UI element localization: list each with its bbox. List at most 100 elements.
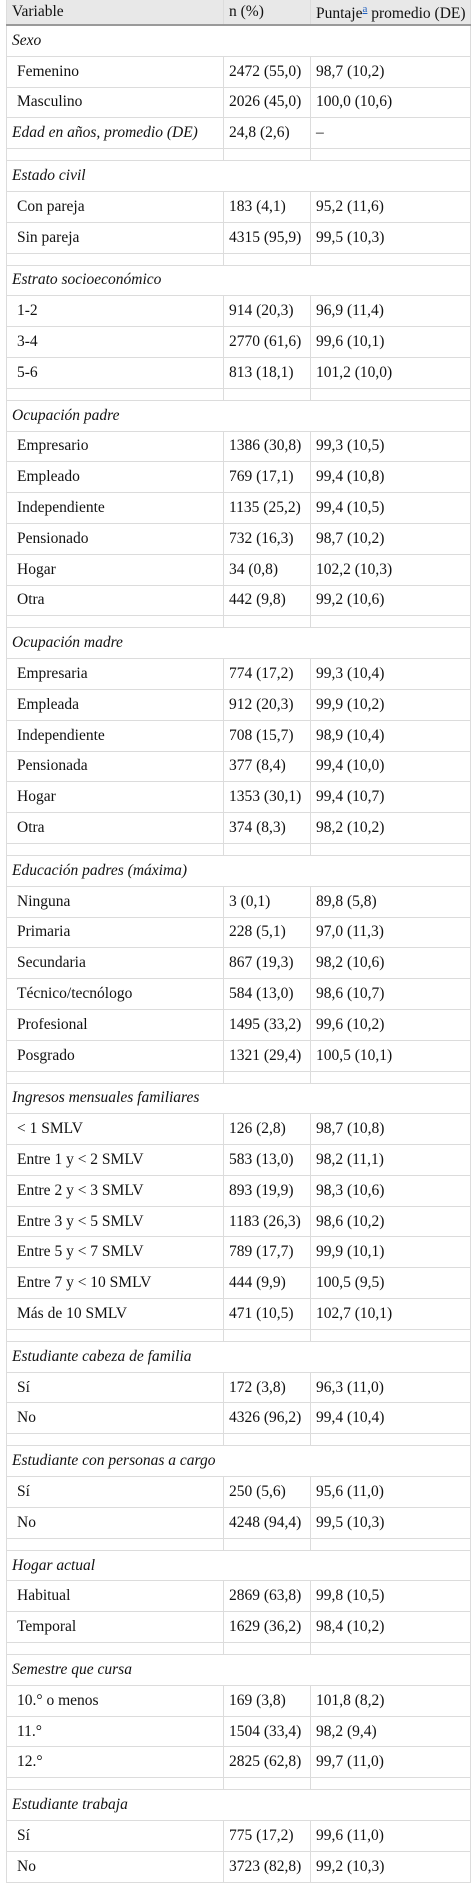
section-row: Hogar actual bbox=[6, 1549, 471, 1582]
value-cell: 101,8 (8,2) bbox=[310, 1684, 471, 1717]
table-row: Temporal 1629 (36,2) 98,4 (10,2) bbox=[6, 1611, 471, 1644]
value-cell: 98,4 (10,2) bbox=[310, 1611, 471, 1644]
table-row: Masculino 2026 (45,0) 100,0 (10,6) bbox=[6, 86, 471, 119]
table-row: Sí 172 (3,8) 96,3 (11,0) bbox=[6, 1371, 471, 1404]
section-title: Estudiante con personas a cargo bbox=[6, 1445, 471, 1478]
value-cell: 89,8 (5,8) bbox=[310, 885, 471, 918]
value-cell: 2825 (62,8) bbox=[223, 1746, 311, 1779]
section-row: Estudiante con personas a cargo bbox=[6, 1445, 471, 1478]
value-cell: 99,9 (10,1) bbox=[310, 1236, 471, 1269]
table-row: Sí 250 (5,6) 95,6 (11,0) bbox=[6, 1476, 471, 1508]
table-row: No 3723 (82,8) 99,2 (10,3) bbox=[6, 1850, 471, 1883]
value-cell: 774 (17,2) bbox=[223, 658, 311, 690]
section-row: Estrato socioeconómico bbox=[6, 264, 471, 297]
value-cell: 99,2 (10,3) bbox=[310, 1850, 471, 1883]
table-row: 12.° 2825 (62,8) 99,7 (11,0) bbox=[6, 1746, 471, 1779]
label-cell: 11.° bbox=[6, 1715, 224, 1748]
section-title: Hogar actual bbox=[6, 1549, 471, 1582]
table-row: Profesional 1495 (33,2) 99,6 (10,2) bbox=[6, 1008, 471, 1041]
table-row: Hogar 34 (0,8) 102,2 (10,3) bbox=[6, 553, 471, 586]
spacer-cell bbox=[223, 1328, 311, 1342]
table-row: < 1 SMLV 126 (2,8) 98,7 (10,8) bbox=[6, 1113, 471, 1146]
value-cell: 99,6 (10,2) bbox=[310, 1008, 471, 1041]
value-cell: 169 (3,8) bbox=[223, 1684, 311, 1717]
label-cell: 12.° bbox=[6, 1746, 224, 1779]
value-cell: 2770 (61,6) bbox=[223, 326, 311, 358]
value-cell: 444 (9,9) bbox=[223, 1267, 311, 1300]
spacer-cell bbox=[223, 1537, 311, 1551]
value-cell: 99,5 (10,3) bbox=[310, 1506, 471, 1539]
value-cell: 789 (17,7) bbox=[223, 1236, 311, 1269]
label-cell: Edad en años, promedio (DE) bbox=[6, 117, 224, 150]
value-cell: 912 (20,3) bbox=[223, 688, 311, 721]
value-cell: 99,4 (10,8) bbox=[310, 461, 471, 494]
section-row: Sexo bbox=[6, 24, 471, 57]
spacer-row bbox=[6, 1328, 471, 1342]
section-row: Semestre que cursa bbox=[6, 1654, 471, 1686]
section-row: Estudiante trabaja bbox=[6, 1789, 471, 1822]
spacer-cell bbox=[223, 148, 311, 162]
label-cell: 1-2 bbox=[6, 295, 224, 328]
value-cell: 98,2 (10,2) bbox=[310, 812, 471, 844]
value-cell: 34 (0,8) bbox=[223, 553, 311, 586]
value-cell: – bbox=[310, 117, 471, 150]
spacer-cell bbox=[310, 387, 471, 401]
spacer-cell bbox=[310, 1070, 471, 1084]
spacer-cell bbox=[223, 387, 311, 401]
label-cell: Entre 7 y < 10 SMLV bbox=[6, 1267, 224, 1300]
label-cell: Sí bbox=[6, 1476, 224, 1508]
spacer-row bbox=[6, 615, 471, 629]
spacer-cell bbox=[6, 148, 224, 162]
value-cell: 99,4 (10,7) bbox=[310, 781, 471, 814]
value-cell: 97,0 (11,3) bbox=[310, 916, 471, 949]
label-cell: Técnico/tecnólogo bbox=[6, 978, 224, 1010]
spacer-cell bbox=[6, 1537, 224, 1551]
table-row: Con pareja 183 (4,1) 95,2 (11,6) bbox=[6, 190, 471, 223]
value-cell: 99,4 (10,5) bbox=[310, 492, 471, 524]
spacer-cell bbox=[6, 252, 224, 266]
value-cell: 99,6 (10,1) bbox=[310, 326, 471, 358]
spacer-row bbox=[6, 148, 471, 162]
section-title: Sexo bbox=[6, 24, 471, 57]
section-title: Estado civil bbox=[6, 160, 471, 192]
value-cell: 4248 (94,4) bbox=[223, 1506, 311, 1539]
table-row: Pensionada 377 (8,4) 99,4 (10,0) bbox=[6, 750, 471, 783]
value-cell: 100,5 (9,5) bbox=[310, 1267, 471, 1300]
label-cell: Empresario bbox=[6, 430, 224, 463]
label-cell: Más de 10 SMLV bbox=[6, 1298, 224, 1330]
spacer-cell bbox=[223, 1777, 311, 1791]
spacer-cell bbox=[223, 1642, 311, 1656]
value-cell: 914 (20,3) bbox=[223, 295, 311, 328]
value-cell: 813 (18,1) bbox=[223, 356, 311, 389]
spacer-cell bbox=[6, 1433, 224, 1447]
label-cell: Otra bbox=[6, 584, 224, 617]
value-cell: 893 (19,9) bbox=[223, 1174, 311, 1207]
header-row: Variable n (%) Puntajea promedio (DE) bbox=[6, 0, 471, 26]
label-cell: Sí bbox=[6, 1371, 224, 1404]
value-cell: 2869 (63,8) bbox=[223, 1580, 311, 1613]
value-cell: 99,8 (10,5) bbox=[310, 1580, 471, 1613]
label-cell: Empleada bbox=[6, 688, 224, 721]
label-cell: Sí bbox=[6, 1820, 224, 1852]
table-row: 11.° 1504 (33,4) 98,2 (9,4) bbox=[6, 1715, 471, 1748]
table-row: Sí 775 (17,2) 99,6 (11,0) bbox=[6, 1820, 471, 1852]
spacer-cell bbox=[223, 1070, 311, 1084]
section-title: Ocupación padre bbox=[6, 399, 471, 432]
value-cell: 98,3 (10,6) bbox=[310, 1174, 471, 1207]
label-cell: 10.° o menos bbox=[6, 1684, 224, 1717]
table-row: Entre 7 y < 10 SMLV 444 (9,9) 100,5 (9,5) bbox=[6, 1267, 471, 1300]
value-cell: 183 (4,1) bbox=[223, 190, 311, 223]
table-row: No 4326 (96,2) 99,4 (10,4) bbox=[6, 1402, 471, 1435]
header-cell: Puntajea promedio (DE) bbox=[310, 0, 471, 26]
label-cell: Profesional bbox=[6, 1008, 224, 1041]
value-cell: 99,3 (10,5) bbox=[310, 430, 471, 463]
value-cell: 1629 (36,2) bbox=[223, 1611, 311, 1644]
table-row: Empresaria 774 (17,2) 99,3 (10,4) bbox=[6, 658, 471, 690]
label-cell: Independiente bbox=[6, 719, 224, 752]
footnote-link[interactable]: a bbox=[362, 3, 368, 16]
table-row: Independiente 708 (15,7) 98,9 (10,4) bbox=[6, 719, 471, 752]
section-title: Ingresos mensuales familiares bbox=[6, 1082, 471, 1115]
value-cell: 1135 (25,2) bbox=[223, 492, 311, 524]
section-row: Estado civil bbox=[6, 160, 471, 192]
table-body: Sexo Femenino 2472 (55,0) 98,7 (10,2) Mascul… bbox=[6, 24, 471, 1883]
